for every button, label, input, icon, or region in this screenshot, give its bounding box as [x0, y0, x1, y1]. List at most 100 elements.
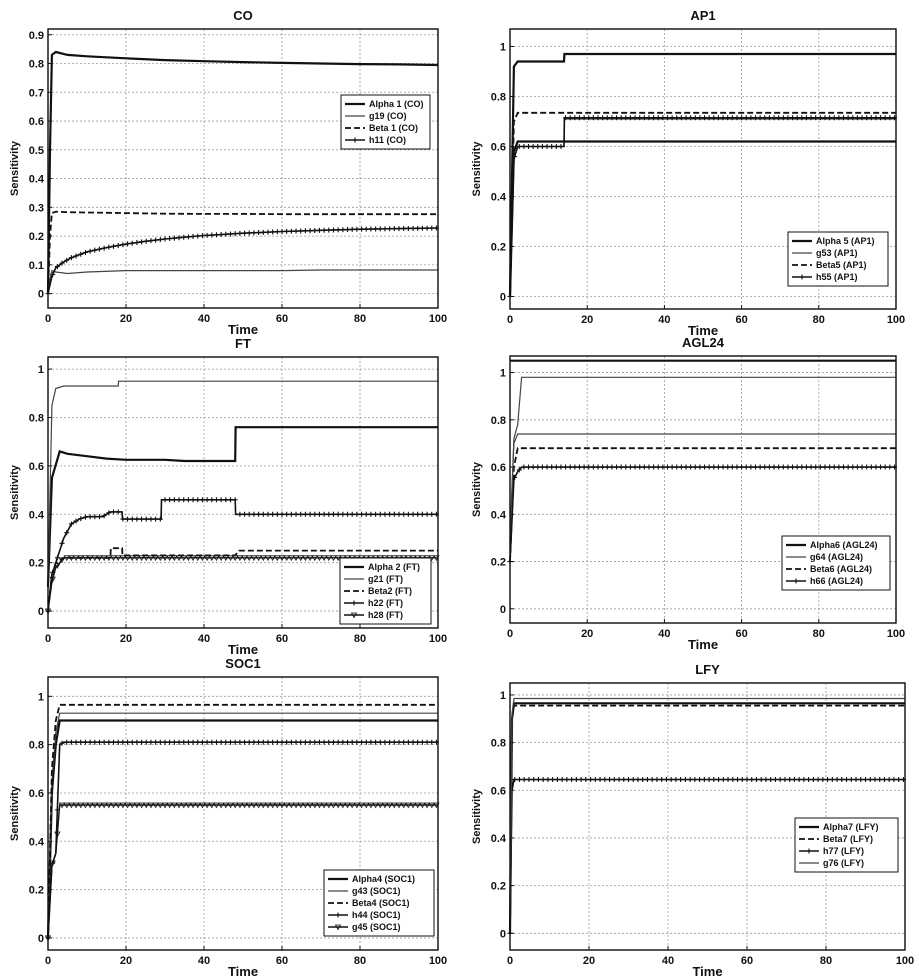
plus-marker [516, 467, 522, 473]
plus-marker [143, 238, 149, 244]
legend-label: g21 (FT) [368, 574, 403, 584]
plus-marker [822, 115, 828, 121]
plus-marker [627, 464, 633, 470]
plus-marker [176, 235, 182, 241]
triangle-marker [63, 555, 70, 562]
triangle-marker [208, 555, 215, 562]
triangle-marker [241, 802, 248, 809]
y-tick-label: 0.8 [491, 738, 506, 750]
plus-marker [859, 464, 865, 470]
x-tick-label: 40 [198, 633, 210, 645]
plus-marker [720, 777, 726, 783]
plus-marker [637, 464, 643, 470]
triangle-marker [129, 555, 136, 562]
triangle-marker [143, 802, 150, 809]
plus-marker [401, 226, 407, 232]
plus-marker [564, 777, 570, 783]
plus-marker [544, 144, 550, 149]
legend-label: h22 (FT) [368, 598, 403, 608]
plus-marker [363, 739, 369, 745]
plus-marker [841, 464, 847, 470]
plus-marker [588, 777, 594, 783]
plus-marker [359, 739, 365, 745]
plus-marker [377, 739, 383, 745]
y-tick-label: 0.2 [29, 558, 44, 570]
plus-marker [887, 464, 893, 470]
axes-frame [47, 28, 439, 309]
legend-label: Beta2 (FT) [368, 586, 412, 596]
triangle-marker [227, 802, 234, 809]
triangle-marker [405, 802, 412, 809]
legend-label: h28 (FT) [368, 610, 403, 620]
chart-panel: 0 20 40 60 80 100 0 0.1 0.2 0.3 0.4 0.5 0.6 0.7 0.8 0.9… [9, 8, 447, 337]
plus-marker [228, 497, 234, 503]
plus-marker [730, 777, 736, 783]
series-line [508, 52, 896, 297]
plus-marker [326, 511, 332, 517]
x-tick-label: 40 [658, 628, 670, 640]
plus-marker [279, 511, 285, 517]
plus-marker [377, 511, 383, 517]
plus-marker [655, 464, 661, 470]
plus-marker [354, 226, 360, 232]
plus-marker [692, 115, 698, 121]
plus-marker [669, 115, 675, 121]
y-tick-label: 0.2 [491, 557, 506, 569]
plus-marker [799, 115, 805, 121]
plus-marker [237, 511, 243, 517]
plus-marker [157, 739, 163, 745]
triangle-marker [306, 802, 314, 809]
plus-marker [607, 777, 613, 783]
triangle-marker [325, 555, 332, 562]
plus-marker [429, 739, 435, 745]
plus-marker [101, 513, 107, 519]
axes-border [47, 28, 439, 309]
plus-marker [813, 115, 819, 121]
plus-marker [274, 739, 280, 745]
plus-marker [803, 115, 809, 121]
plus-marker [359, 226, 365, 232]
y-tick-label: 0.8 [491, 415, 506, 427]
triangle-marker [353, 802, 361, 809]
plus-marker [744, 777, 750, 783]
triangle-marker [288, 802, 295, 809]
y-tick-label: 0.3 [29, 202, 44, 214]
plus-marker [609, 464, 615, 470]
plus-marker [748, 115, 754, 121]
triangle-marker [157, 802, 164, 809]
triangle-marker [72, 555, 80, 562]
x-axis-label: Time [688, 637, 718, 652]
plus-marker [162, 236, 168, 242]
plus-marker [627, 115, 633, 121]
plus-marker [270, 739, 276, 745]
plus-marker [752, 464, 758, 470]
plus-marker [307, 228, 313, 234]
triangle-marker [124, 802, 131, 809]
plus-marker [64, 530, 70, 536]
plus-marker [673, 777, 679, 783]
y-tick-label: 1 [38, 691, 44, 703]
plus-marker [796, 777, 802, 783]
plus-marker [111, 739, 117, 745]
plus-marker [78, 516, 84, 522]
triangle-marker [110, 802, 117, 809]
plus-marker [354, 739, 360, 745]
plus-marker [553, 464, 559, 470]
plus-marker [195, 233, 201, 239]
legend-label: Beta7 (LFY) [823, 834, 873, 844]
plus-marker [256, 511, 262, 517]
triangle-marker [246, 802, 253, 809]
x-tick-label: 100 [896, 955, 914, 967]
plus-marker [274, 511, 280, 517]
x-tick-label: 20 [581, 314, 593, 326]
triangle-marker [274, 555, 281, 562]
x-tick-label: 20 [583, 955, 595, 967]
plus-marker [251, 230, 257, 236]
plus-marker [396, 226, 402, 232]
plus-marker [373, 511, 379, 517]
plus-marker [868, 464, 874, 470]
triangle-marker [297, 555, 304, 562]
plus-marker [363, 511, 369, 517]
plus-marker [651, 115, 657, 121]
plus-marker [391, 511, 397, 517]
